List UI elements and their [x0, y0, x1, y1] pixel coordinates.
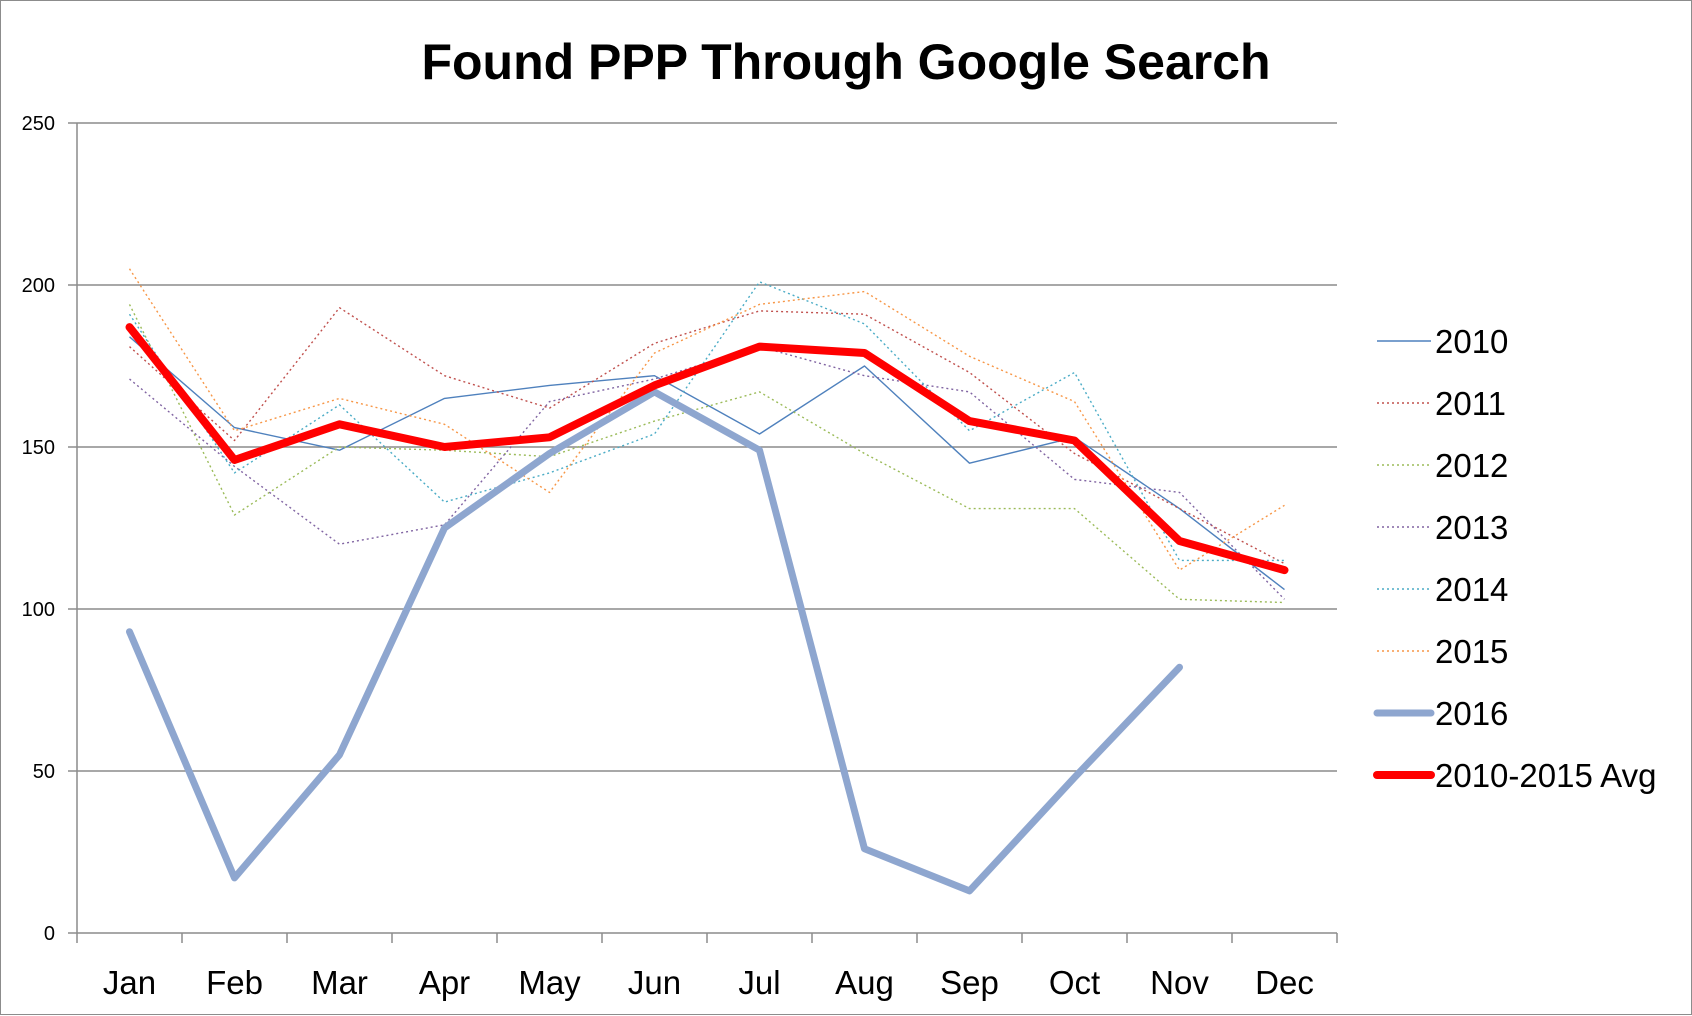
- y-tick-label: 200: [22, 275, 55, 297]
- y-tick-label: 0: [44, 923, 55, 945]
- y-tick-label: 250: [22, 113, 55, 135]
- legend-label: 2013: [1435, 509, 1508, 546]
- legend: 2010 2011 2012 2013 2014 2015 2016 2010-2015 Av…: [1373, 323, 1656, 794]
- x-tick-label: Dec: [1255, 964, 1314, 1001]
- x-tick-label: Mar: [311, 964, 368, 1001]
- x-tick-label: Nov: [1150, 964, 1209, 1001]
- series-line-2014: [128, 281, 1285, 562]
- x-tick-label: Aug: [835, 964, 894, 1001]
- series-line-2012: [128, 304, 1285, 604]
- x-tick-label: Oct: [1049, 964, 1100, 1001]
- series-line-2010-2015-avg: [125, 323, 1289, 575]
- axes: [68, 122, 1338, 943]
- series-line-2013: [129, 345, 1285, 600]
- y-tick-label: 150: [22, 437, 55, 459]
- y-tick-label: 100: [22, 599, 55, 621]
- legend-label: 2012: [1435, 447, 1508, 484]
- x-tick-label: Jun: [628, 964, 681, 1001]
- y-axis-tick-labels: 0 50 100 150 200 250: [22, 113, 55, 945]
- x-tick-label: Jul: [738, 964, 780, 1001]
- legend-label: 2016: [1435, 695, 1508, 732]
- series-lines: [125, 268, 1289, 895]
- gridlines: [77, 122, 1337, 772]
- x-tick-label: Apr: [419, 964, 470, 1001]
- x-tick-label: Feb: [206, 964, 263, 1001]
- x-axis-tick-labels: Jan Feb Mar Apr May Jun Jul Aug Sep Oct Nov Dec: [103, 964, 1314, 1001]
- legend-label: 2010-2015 Avg: [1435, 757, 1656, 794]
- x-tick-label: Jan: [103, 964, 156, 1001]
- x-tick-label: Sep: [940, 964, 999, 1001]
- series-line-2010: [129, 336, 1285, 591]
- y-tick-label: 50: [33, 761, 55, 783]
- legend-label: 2010: [1435, 323, 1508, 360]
- legend-label: 2014: [1435, 571, 1508, 608]
- legend-label: 2015: [1435, 633, 1508, 670]
- series-line-2016: [126, 388, 1183, 895]
- legend-label: 2011: [1435, 385, 1506, 422]
- chart-title: Found PPP Through Google Search: [421, 34, 1270, 90]
- x-tick-label: May: [518, 964, 581, 1001]
